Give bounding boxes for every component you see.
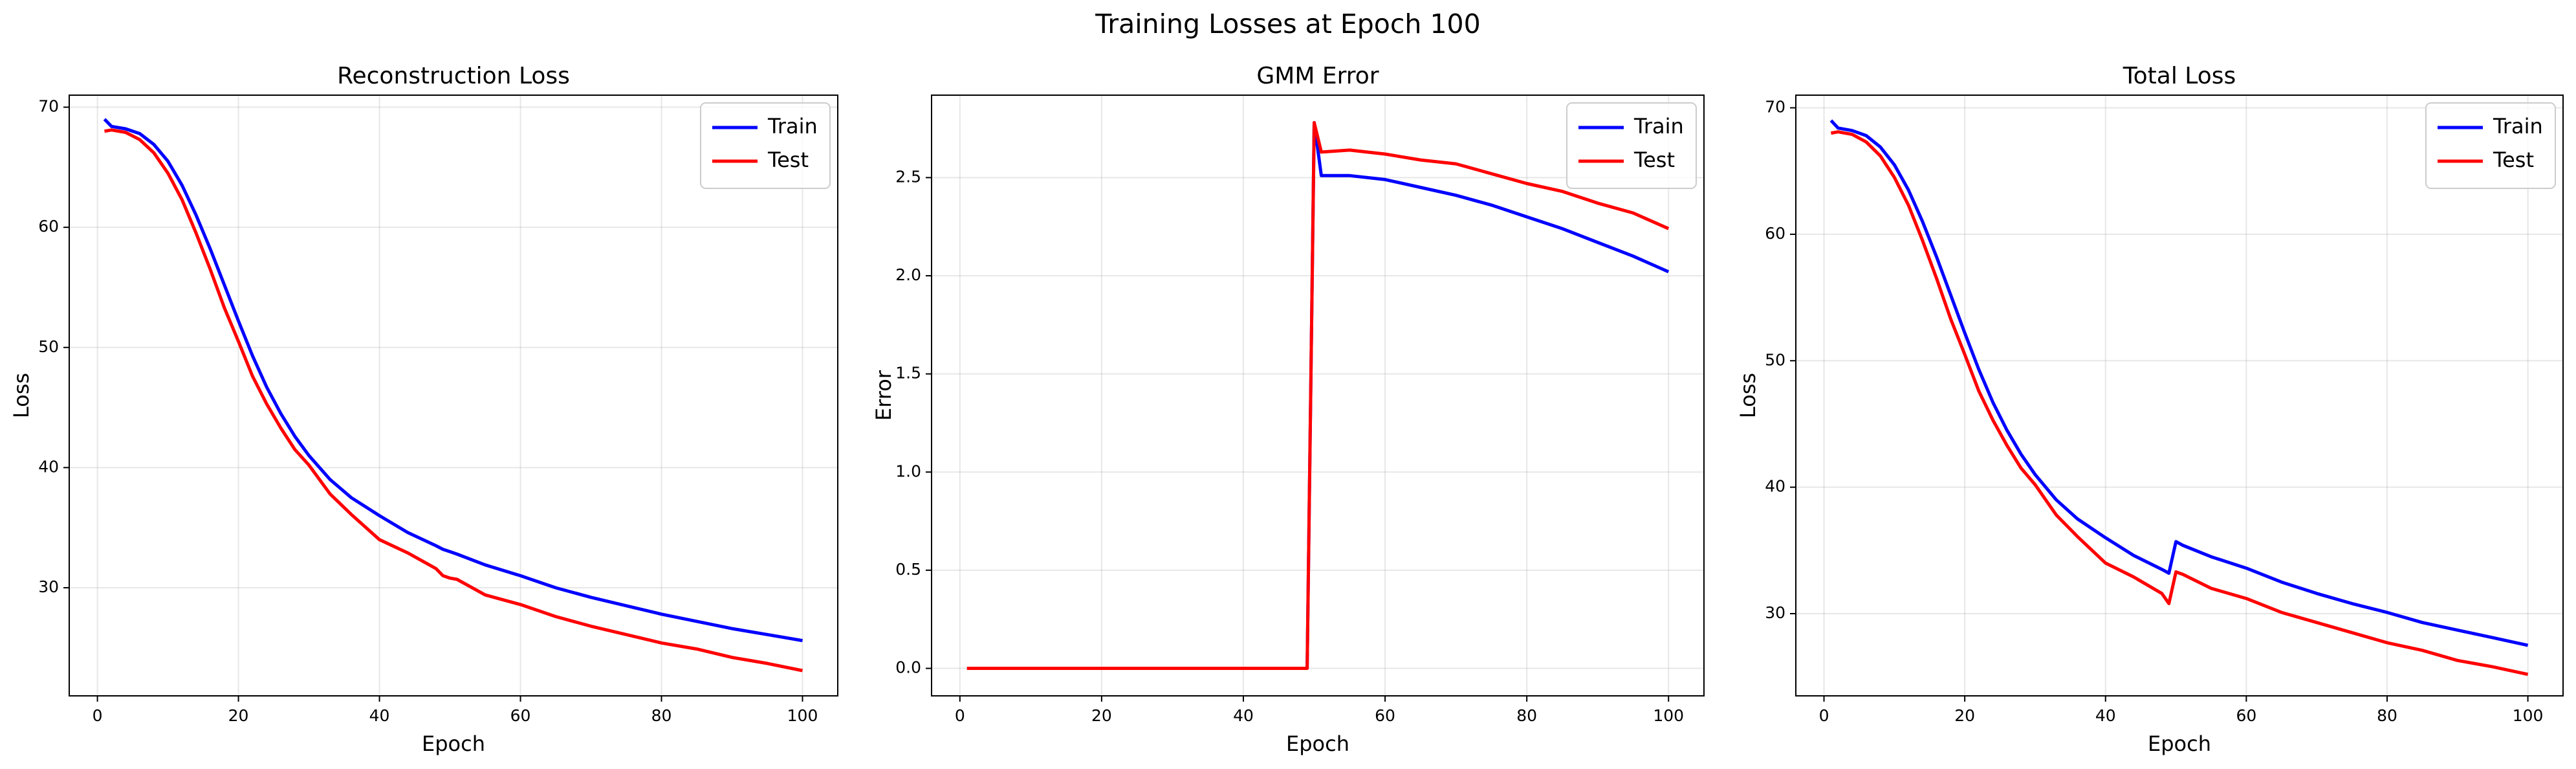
x-tick-label: 80	[651, 706, 672, 725]
x-tick-label: 60	[1375, 706, 1395, 725]
axes-frame	[931, 95, 1705, 697]
x-axis-label: Epoch	[2148, 731, 2211, 756]
x-axis-label: Epoch	[1286, 731, 1349, 756]
y-tick-label: 1.5	[895, 364, 921, 383]
axes-frame	[1795, 95, 2564, 697]
axes-title: Reconstruction Loss	[337, 63, 570, 89]
x-tick-label: 20	[1954, 706, 1975, 725]
y-tick-label: 40	[1765, 477, 1785, 496]
y-tick-label: 2.0	[895, 265, 921, 284]
legend-box	[2425, 102, 2556, 189]
legend-label: Test	[767, 148, 809, 172]
y-tick-label: 1.0	[895, 462, 921, 480]
x-tick-label: 100	[787, 706, 818, 725]
legend-label: Train	[1633, 114, 1684, 139]
x-tick-label: 80	[2377, 706, 2397, 725]
legend-box	[700, 102, 831, 189]
x-tick-label: 20	[1091, 706, 1112, 725]
legend-label: Train	[767, 114, 818, 139]
y-tick-label: 30	[1765, 603, 1785, 622]
y-tick-label: 70	[38, 97, 59, 116]
y-tick-label: 40	[38, 457, 59, 476]
y-axis-label: Loss	[1736, 373, 1760, 418]
axes-title: Total Loss	[2123, 63, 2236, 89]
axes-title: GMM Error	[1256, 63, 1379, 89]
y-axis-label: Error	[871, 370, 896, 421]
x-tick-label: 20	[228, 706, 249, 725]
legend-label: Test	[2493, 148, 2534, 172]
axes-frame	[69, 95, 838, 697]
legend-label: Test	[1633, 148, 1675, 172]
x-tick-label: 0	[1819, 706, 1829, 725]
x-tick-label: 0	[955, 706, 965, 725]
y-tick-label: 70	[1765, 98, 1785, 117]
series-line	[966, 121, 1670, 670]
x-tick-label: 40	[2095, 706, 2116, 725]
series-line	[104, 128, 803, 673]
y-tick-label: 0.0	[895, 658, 921, 677]
x-tick-label: 100	[1653, 706, 1684, 725]
y-tick-label: 60	[38, 217, 59, 236]
series-line	[966, 121, 1670, 670]
legend-label: Train	[2493, 114, 2543, 139]
series-line	[1829, 119, 2529, 647]
x-axis-label: Epoch	[422, 731, 485, 756]
x-tick-label: 100	[2513, 706, 2544, 725]
x-tick-label: 60	[2236, 706, 2256, 725]
x-tick-label: 40	[1233, 706, 1254, 725]
y-tick-label: 30	[38, 577, 59, 596]
y-axis-label: Loss	[9, 373, 34, 418]
legend-box	[1566, 102, 1697, 189]
x-tick-label: 60	[510, 706, 531, 725]
x-tick-label: 40	[369, 706, 390, 725]
figure-title: Training Losses at Epoch 100	[1095, 8, 1480, 39]
series-line	[1830, 130, 2529, 676]
x-tick-label: 0	[93, 706, 103, 725]
y-tick-label: 0.5	[895, 560, 921, 579]
y-tick-label: 2.5	[895, 167, 921, 186]
x-tick-label: 80	[1516, 706, 1537, 725]
y-tick-label: 60	[1765, 224, 1785, 243]
y-tick-label: 50	[1765, 350, 1785, 369]
series-line	[103, 118, 803, 643]
y-tick-label: 50	[38, 337, 59, 356]
